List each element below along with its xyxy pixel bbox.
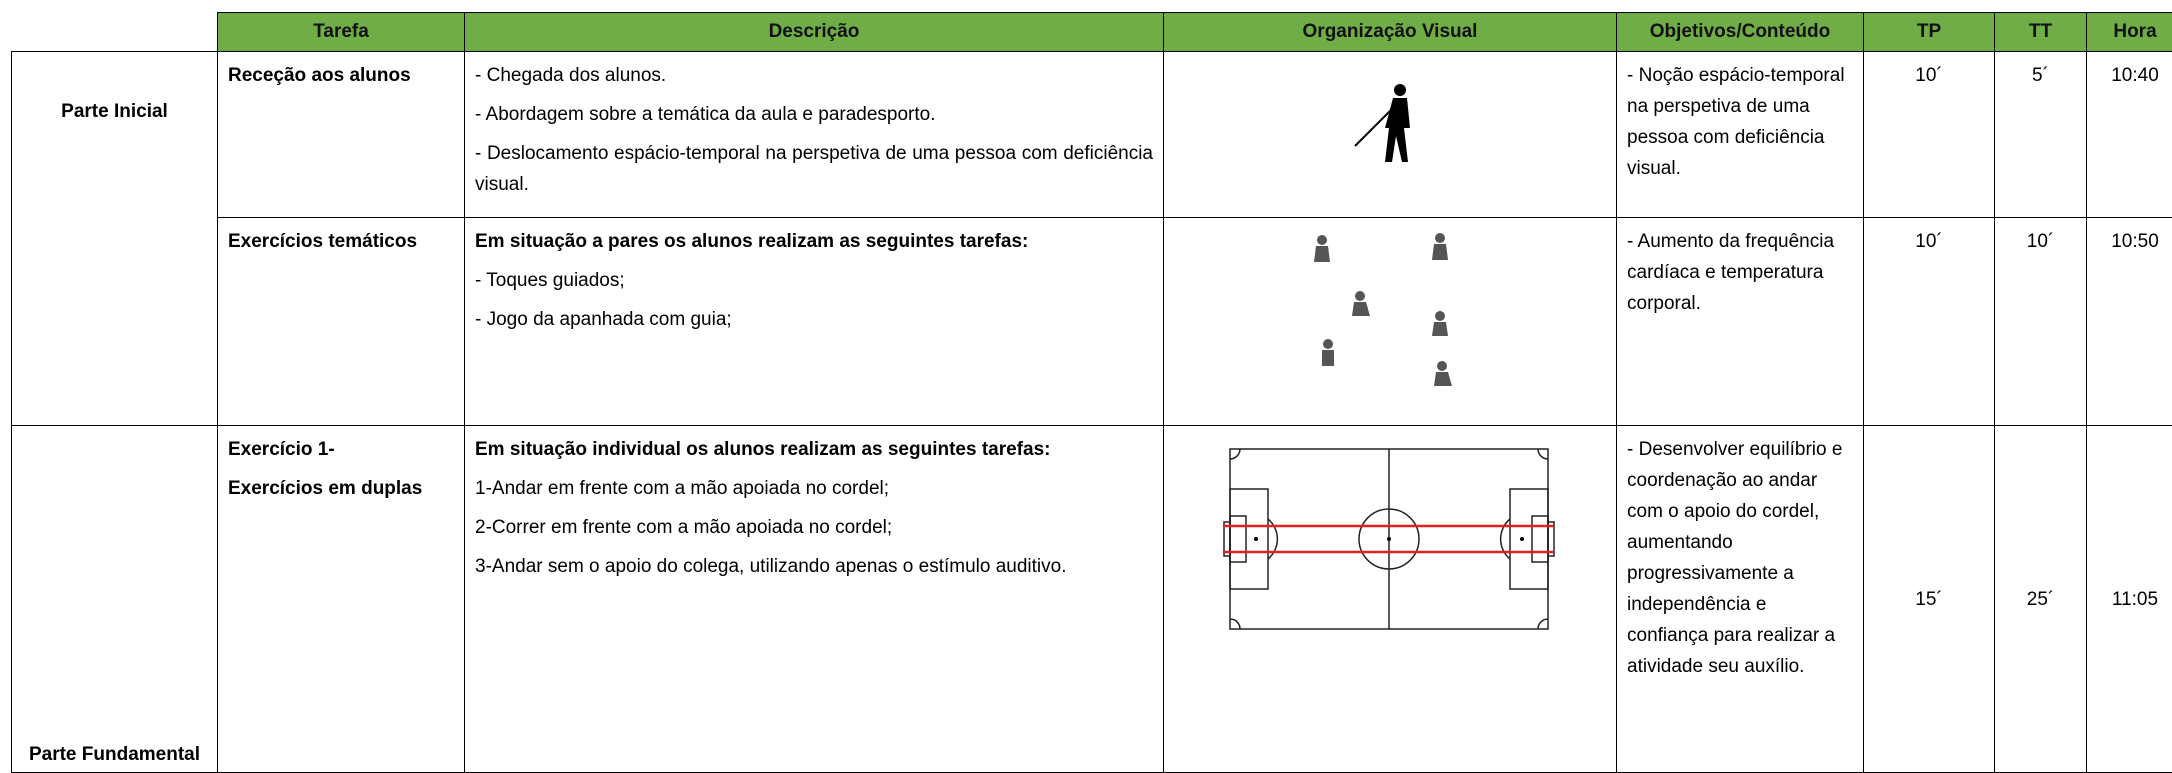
header-cell: Organização Visual [1164,13,1617,52]
blind-person-icon [1345,80,1435,170]
objectives-cell: - Aumento da frequência cardíaca e tempe… [1617,218,1864,426]
phase-cell: Parte Fundamental [12,426,218,773]
description-item: 1-Andar em frente com a mão apoiada no c… [475,473,1153,504]
field-diagram [1220,444,1560,634]
phase-cell: Parte Inicial [12,52,218,426]
tp-cell: 15´ [1864,426,1995,773]
description-heading: Em situação individual os alunos realiza… [475,434,1153,465]
task-cell: Exercícios temáticos [218,218,465,426]
lesson-plan-table: Tarefa Descrição Organização Visual Obje… [11,12,2172,773]
header-cell: TT [1995,13,2087,52]
tp-cell: 10´ [1864,52,1995,218]
objectives-cell: - Noção espácio-temporal na perspetiva d… [1617,52,1864,218]
header-cell: Tarefa [218,13,465,52]
task-label: Exercício 1- [228,434,454,465]
visual-cell [1164,218,1617,426]
description-heading: Em situação a pares os alunos realizam a… [475,226,1153,257]
tt-cell: 10´ [1995,218,2087,426]
task-cell: Exercício 1- Exercícios em duplas [218,426,465,773]
visual-cell [1164,426,1617,773]
players-icon [1300,226,1480,406]
task-label: Exercícios temáticos [228,226,454,257]
header-cell: TP [1864,13,1995,52]
description-cell: Em situação a pares os alunos realizam a… [465,218,1164,426]
hora-cell: 10:50 [2087,218,2172,426]
task-cell: Receção aos alunos [218,52,465,218]
description-item: - Deslocamento espácio-temporal na persp… [475,138,1153,200]
description-cell: - Chegada dos alunos. - Abordagem sobre … [465,52,1164,218]
phase-label: Parte Fundamental [29,744,200,765]
tt-cell: 5´ [1995,52,2087,218]
description-item: 3-Andar sem o apoio do colega, utilizand… [475,551,1153,582]
task-label: Exercícios em duplas [228,473,454,504]
description-item: - Chegada dos alunos. [475,60,1153,91]
phase-label: Parte Inicial [61,101,168,122]
header-cell: Hora [2087,13,2172,52]
visual-cell [1164,52,1617,218]
objectives-cell: - Desenvolver equilíbrio e coordenação a… [1617,426,1864,773]
description-cell: Em situação individual os alunos realiza… [465,426,1164,773]
tp-cell: 10´ [1864,218,1995,426]
header-cell: Descrição [465,13,1164,52]
description-item: - Abordagem sobre a temática da aula e p… [475,99,1153,130]
tt-cell: 25´ [1995,426,2087,773]
empty-header [12,13,218,52]
header-cell: Objetivos/Conteúdo [1617,13,1864,52]
task-label: Receção aos alunos [228,60,454,91]
hora-cell: 11:05 [2087,426,2172,773]
description-item: - Toques guiados; [475,265,1153,296]
hora-cell: 10:40 [2087,52,2172,218]
description-item: - Jogo da apanhada com guia; [475,304,1153,335]
description-item: 2-Correr em frente com a mão apoiada no … [475,512,1153,543]
